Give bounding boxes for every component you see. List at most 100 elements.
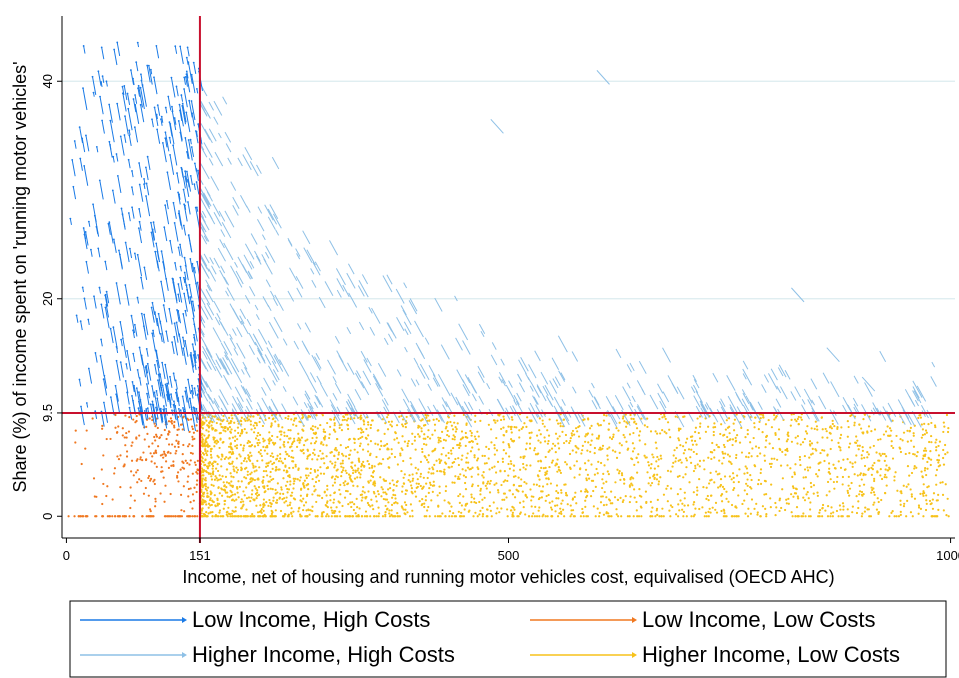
data-point <box>420 504 423 507</box>
data-point <box>108 140 111 143</box>
data-point <box>344 446 348 449</box>
data-point <box>487 447 491 451</box>
data-point <box>563 483 566 486</box>
data-segment <box>853 375 859 384</box>
data-point <box>654 515 657 518</box>
data-point <box>592 505 595 508</box>
data-segment <box>190 175 193 186</box>
data-segment <box>300 409 308 422</box>
data-point <box>192 499 195 502</box>
data-point <box>645 500 648 504</box>
data-point <box>292 466 295 469</box>
data-point <box>871 468 874 471</box>
data-point <box>400 469 403 473</box>
data-point <box>164 383 167 386</box>
data-point <box>257 431 260 435</box>
data-point <box>443 468 446 471</box>
data-segment <box>540 371 549 385</box>
data-point <box>809 453 813 456</box>
data-point <box>184 76 187 78</box>
data-point <box>557 447 561 450</box>
data-point <box>295 424 298 427</box>
data-point <box>329 494 332 497</box>
data-point <box>835 480 839 483</box>
data-point <box>135 61 138 64</box>
data-point <box>941 481 944 484</box>
data-point <box>395 484 398 487</box>
data-segment <box>272 369 280 381</box>
data-point <box>685 515 688 518</box>
data-point <box>891 457 895 460</box>
data-point <box>357 437 360 441</box>
data-point <box>209 450 213 453</box>
data-point <box>362 420 366 423</box>
data-point <box>903 502 906 505</box>
data-point <box>155 242 158 245</box>
data-point <box>243 418 246 421</box>
data-point <box>169 492 172 496</box>
data-point <box>428 515 431 518</box>
data-point <box>655 478 659 481</box>
data-segment <box>767 373 778 390</box>
data-point <box>121 337 124 340</box>
data-point <box>442 470 445 473</box>
data-point <box>340 423 343 426</box>
data-segment <box>726 374 736 391</box>
data-point <box>203 478 206 481</box>
data-point <box>349 501 352 504</box>
data-point <box>899 450 903 454</box>
data-point <box>786 447 789 450</box>
data-point <box>696 417 699 420</box>
data-point <box>853 424 856 427</box>
data-segment <box>191 146 195 157</box>
data-point <box>934 441 937 444</box>
data-point <box>879 474 882 477</box>
data-point <box>447 457 450 460</box>
data-point <box>799 443 802 446</box>
data-point <box>172 464 175 467</box>
data-point <box>129 486 132 489</box>
data-segment <box>224 210 235 228</box>
data-segment <box>146 65 151 83</box>
data-segment <box>109 120 115 143</box>
data-point <box>759 468 763 471</box>
data-segment <box>199 144 208 158</box>
data-point <box>929 450 932 453</box>
data-segment <box>292 396 299 406</box>
data-point <box>299 494 302 497</box>
data-point <box>675 513 678 516</box>
data-segment <box>138 162 143 178</box>
data-point <box>311 451 315 455</box>
data-point <box>92 91 95 94</box>
data-point <box>681 502 684 505</box>
data-point <box>543 436 546 439</box>
data-point <box>200 423 204 427</box>
data-point <box>218 446 221 450</box>
data-segment <box>671 382 679 395</box>
data-segment <box>235 270 244 285</box>
data-segment <box>496 398 505 412</box>
data-point <box>342 481 345 485</box>
data-point <box>304 501 308 504</box>
data-point <box>75 314 78 317</box>
data-point <box>195 490 198 494</box>
data-point <box>201 485 204 489</box>
data-point <box>636 515 639 518</box>
data-point <box>786 438 789 441</box>
data-point <box>270 422 273 425</box>
data-segment <box>184 137 190 160</box>
data-segment <box>513 394 520 406</box>
data-point <box>179 493 183 496</box>
data-point <box>417 433 420 436</box>
data-segment <box>490 118 504 134</box>
data-point <box>291 449 294 452</box>
data-point <box>424 413 427 417</box>
data-point <box>935 446 938 449</box>
data-point <box>218 492 221 495</box>
data-segment <box>145 167 149 181</box>
data-segment <box>634 408 644 425</box>
data-point <box>495 512 498 515</box>
data-point <box>205 429 208 432</box>
data-point <box>665 487 668 490</box>
data-point <box>409 480 412 483</box>
